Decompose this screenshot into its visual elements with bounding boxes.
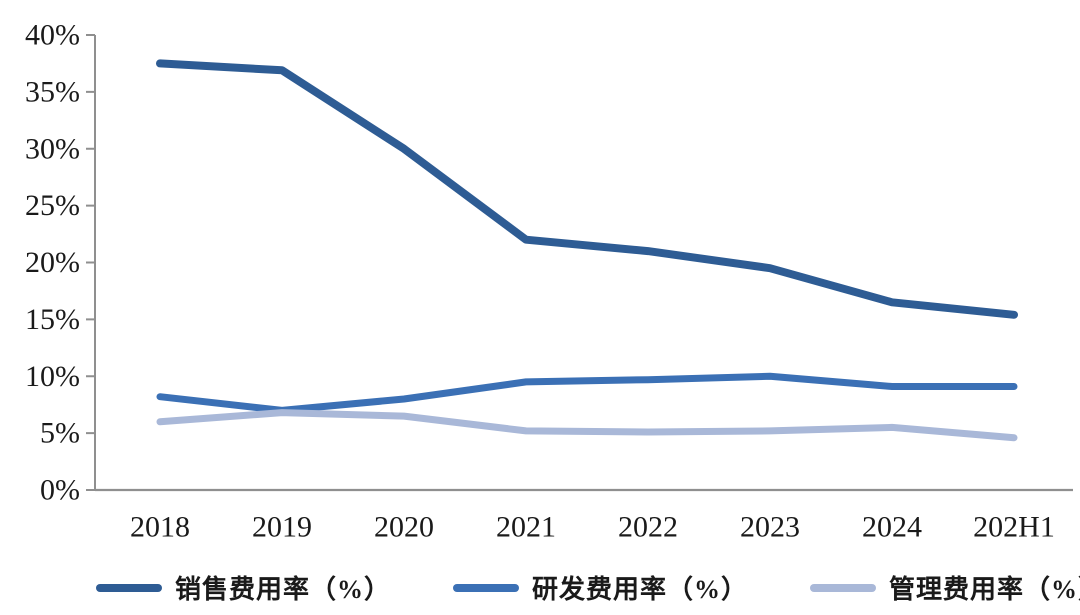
legend-label-sales: 销售费用率（%）	[175, 575, 392, 604]
x-tick-label: 2020	[374, 511, 434, 544]
x-tick-label: 2018	[130, 511, 190, 544]
y-tick-label: 30%	[25, 132, 80, 165]
series-line-sales-expense-ratio	[156, 59, 1018, 319]
y-tick-label: 0%	[40, 474, 80, 507]
x-tick-label: 2023	[740, 511, 800, 544]
x-tick-label: 2022	[618, 511, 678, 544]
legend-line-swatch-admin	[810, 583, 877, 592]
x-tick-label: 2019	[252, 511, 312, 544]
series-line-admin-expense-ratio	[156, 409, 1018, 442]
series-line-rd-expense-ratio	[156, 372, 1018, 414]
y-tick-label: 5%	[40, 417, 80, 450]
x-tick-label: 2021	[496, 511, 556, 544]
legend-line-swatch-sales	[96, 583, 162, 592]
legend-label-rd: 研发费用率（%）	[532, 575, 749, 604]
legend-item-rd-expense-ratio: 研发费用率（%）	[453, 569, 748, 606]
y-tick-label: 25%	[25, 189, 80, 222]
y-tick-label: 15%	[25, 303, 80, 336]
y-tick-label: 20%	[25, 246, 80, 279]
y-tick-label: 10%	[25, 360, 80, 393]
legend-label-admin: 管理费用率（%）	[889, 575, 1080, 604]
x-tick-label: 202H1	[973, 511, 1055, 544]
y-tick-label: 40%	[25, 19, 80, 52]
legend-line-swatch-rd	[453, 583, 520, 592]
legend-item-admin-expense-ratio: 管理费用率（%）	[810, 569, 1080, 606]
chart-legend: 销售费用率（%） 研发费用率（%） 管理费用率（%）	[96, 569, 1080, 606]
y-tick-label: 35%	[25, 75, 80, 108]
x-tick-label: 2024	[862, 511, 922, 544]
legend-item-sales-expense-ratio: 销售费用率（%）	[96, 569, 391, 606]
